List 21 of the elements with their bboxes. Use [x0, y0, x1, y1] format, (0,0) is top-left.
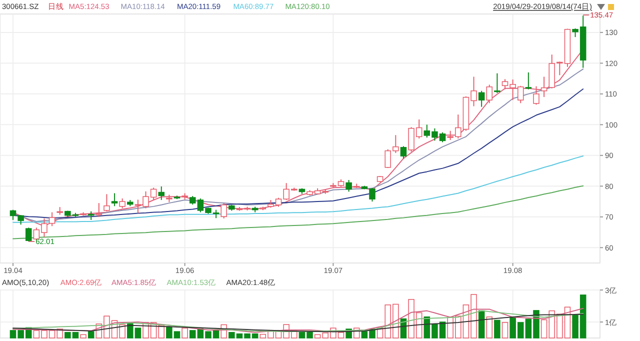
- candlestick: [158, 186, 165, 200]
- candlestick: [533, 86, 540, 106]
- candlestick: [478, 90, 485, 108]
- candlestick: [494, 72, 500, 94]
- line-series: [12, 185, 584, 240]
- bar: [182, 328, 188, 338]
- candlestick: [525, 72, 532, 90]
- bar: [80, 334, 86, 338]
- candlestick: [346, 180, 352, 192]
- bar: [486, 316, 493, 338]
- candlestick: [400, 146, 407, 159]
- candlestick: [104, 194, 110, 212]
- line-series: [12, 314, 584, 332]
- candlestick: [111, 192, 118, 207]
- bar: [494, 320, 500, 338]
- bar: [502, 322, 508, 338]
- candlestick: [119, 198, 126, 209]
- candlestick: [486, 84, 493, 104]
- candlestick: [220, 202, 227, 219]
- candlestick: [25, 227, 32, 242]
- bar: [88, 331, 94, 338]
